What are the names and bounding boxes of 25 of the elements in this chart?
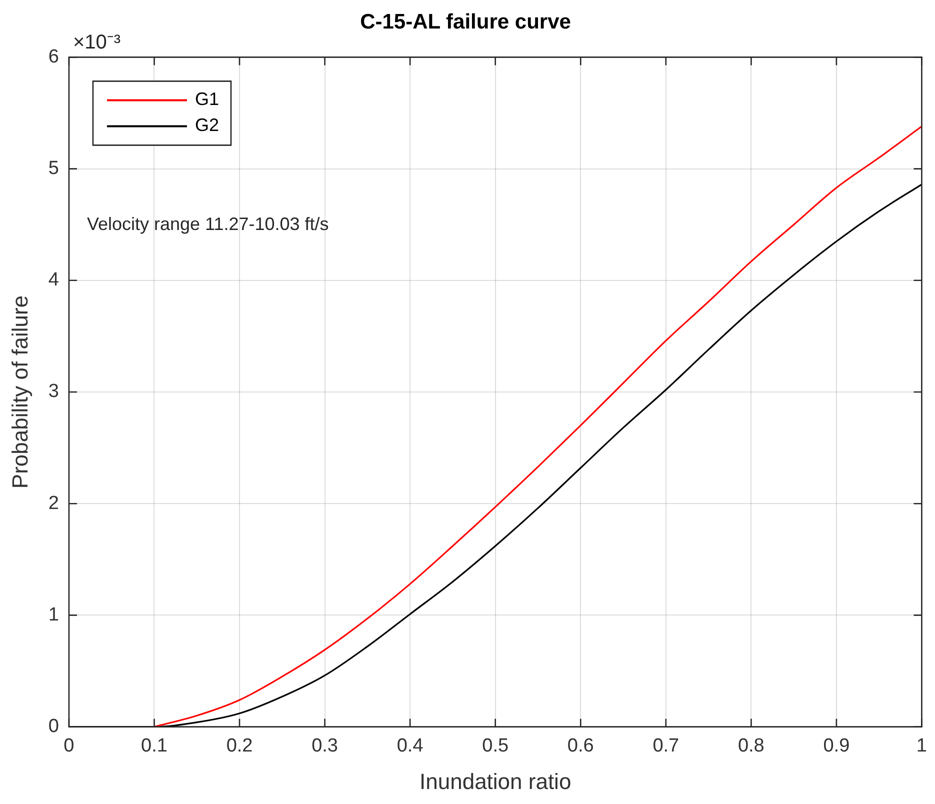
y-tick-label: 3 bbox=[48, 381, 59, 402]
x-tick-label: 0.1 bbox=[141, 735, 168, 756]
x-tick-label: 0.9 bbox=[823, 735, 850, 756]
x-tick-label: 0.2 bbox=[226, 735, 253, 756]
legend-label: G2 bbox=[194, 115, 219, 136]
x-axis-title: Inundation ratio bbox=[420, 768, 572, 794]
text: ×10⁻³ bbox=[72, 32, 121, 54]
x-tick-label: 0.3 bbox=[312, 735, 338, 756]
chart-title: C-15-AL failure curve bbox=[360, 10, 571, 34]
y-tick-label: 2 bbox=[48, 492, 59, 514]
x-tick-label: 0.8 bbox=[738, 735, 764, 756]
x-tick-label: 0 bbox=[64, 735, 74, 756]
y-tick-label: 4 bbox=[48, 270, 60, 291]
y-tick-label: 1 bbox=[48, 604, 59, 626]
x-tick-label: 0.6 bbox=[567, 735, 594, 756]
y-tick-label: 0 bbox=[48, 716, 59, 738]
annotation: Velocity range 11.27-10.03 ft/s bbox=[86, 214, 329, 234]
legend-label: G1 bbox=[194, 89, 219, 110]
x-tick-label: 0.4 bbox=[396, 735, 424, 756]
y-axis-title: Probability of failure bbox=[7, 295, 32, 489]
y-tick-label: 6 bbox=[48, 46, 59, 68]
x-tick-label: 0.5 bbox=[482, 735, 509, 756]
x-tick-label: 0.7 bbox=[652, 735, 680, 756]
y-tick-label: 5 bbox=[48, 158, 59, 180]
x-tick-label: 1 bbox=[916, 735, 928, 756]
